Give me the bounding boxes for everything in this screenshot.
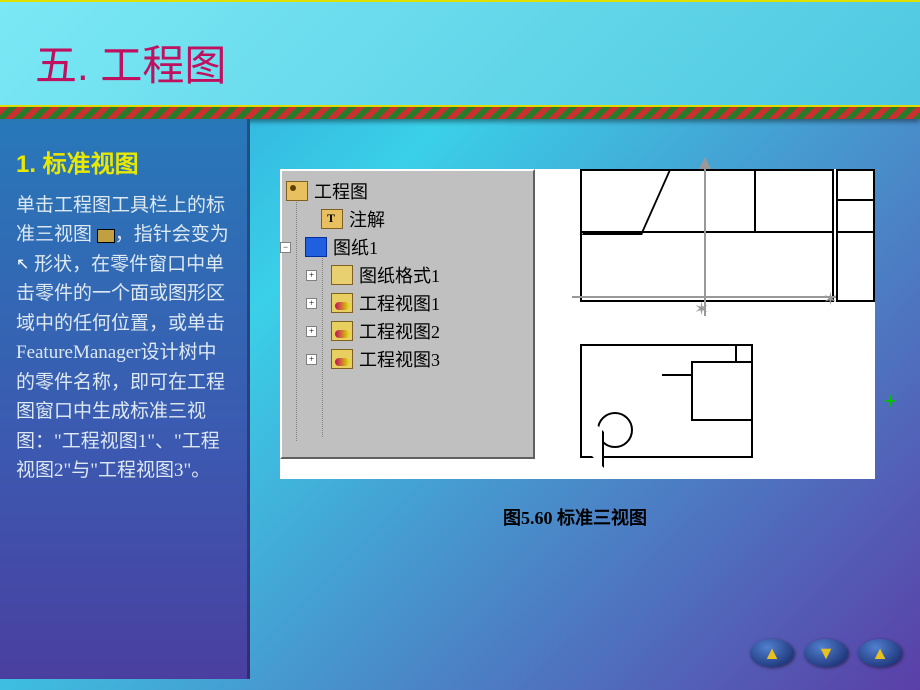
axis-arrow-icon: [699, 157, 711, 169]
view-line: [754, 171, 834, 231]
tree-root[interactable]: 工程图: [286, 177, 529, 205]
tree-label: 图纸1: [333, 234, 378, 260]
tree-label: 图纸格式1: [359, 262, 440, 288]
view-line: [582, 231, 832, 300]
tree-label: 工程视图1: [359, 290, 440, 316]
view-line: [691, 361, 751, 421]
drawing-view-side: [836, 169, 875, 302]
feature-tree[interactable]: 工程图 注解 − 图纸1 + 图纸格式1 +: [280, 169, 535, 459]
figure-caption: 图5.60 标准三视图: [300, 504, 850, 530]
drawing-view-front: ✶ ✶: [580, 169, 834, 302]
main-area: 工程图 注解 − 图纸1 + 图纸格式1 +: [250, 119, 920, 679]
view-icon: [331, 349, 353, 369]
home-arrow-icon: ▲: [871, 643, 889, 664]
nav-next-button[interactable]: ▼: [804, 639, 848, 667]
tree-guide: [322, 247, 323, 437]
sidebar: 1. 标准视图 单击工程图工具栏上的标准三视图 ，指针会变为 ↖ 形状，在零件窗…: [0, 119, 250, 679]
expand-icon[interactable]: +: [306, 326, 317, 337]
tree-label: 工程图: [314, 178, 368, 204]
body-text: 单击工程图工具栏上的标准三视图 ，指针会变为 ↖ 形状，在零件窗口中单击零件的一…: [16, 191, 231, 485]
page-title: 五. 工程图: [0, 0, 920, 107]
drawing-icon: [286, 181, 308, 201]
sheet-icon: [305, 237, 327, 257]
axis-line: [704, 161, 706, 316]
collapse-icon[interactable]: −: [280, 242, 291, 253]
expand-icon[interactable]: +: [306, 270, 317, 281]
tree-item-annotations[interactable]: 注解: [286, 205, 529, 233]
view-icon: [331, 293, 353, 313]
nav-buttons: ▲ ▼ ▲: [750, 639, 902, 667]
three-view-icon: [97, 229, 115, 243]
view-icon: [331, 321, 353, 341]
up-arrow-icon: ▲: [763, 643, 781, 664]
origin-marker: ✶: [694, 299, 709, 320]
section-heading: 1. 标准视图: [16, 144, 231, 179]
body-part-2: ，指针会变为: [115, 224, 229, 245]
nav-home-button[interactable]: ▲: [858, 639, 902, 667]
annotations-icon: [321, 209, 343, 229]
down-arrow-icon: ▼: [817, 643, 835, 664]
tree-label: 工程视图2: [359, 318, 440, 344]
drawing-view-top: [580, 344, 753, 458]
divider: [0, 107, 920, 119]
format-icon: [331, 265, 353, 285]
tree-label: 工程视图3: [359, 346, 440, 372]
spacer: [304, 214, 315, 225]
expand-icon[interactable]: +: [306, 298, 317, 309]
tree-guide: [296, 191, 297, 441]
body-part-3: 形状，在零件窗口中单击零件的一个面或图形区域中的任何位置，或单击 Feature…: [16, 254, 225, 481]
nav-prev-button[interactable]: ▲: [750, 639, 794, 667]
cursor-plus-icon: +: [883, 389, 897, 416]
axis-line: [572, 296, 847, 298]
expand-icon[interactable]: +: [306, 354, 317, 365]
tree-label: 注解: [349, 206, 385, 232]
cursor-icon: ↖: [16, 253, 29, 278]
tree-item-sheet[interactable]: − 图纸1: [286, 233, 529, 261]
figure: 工程图 注解 − 图纸1 + 图纸格式1 +: [280, 169, 875, 479]
content-area: 1. 标准视图 单击工程图工具栏上的标准三视图 ，指针会变为 ↖ 形状，在零件窗…: [0, 119, 920, 679]
